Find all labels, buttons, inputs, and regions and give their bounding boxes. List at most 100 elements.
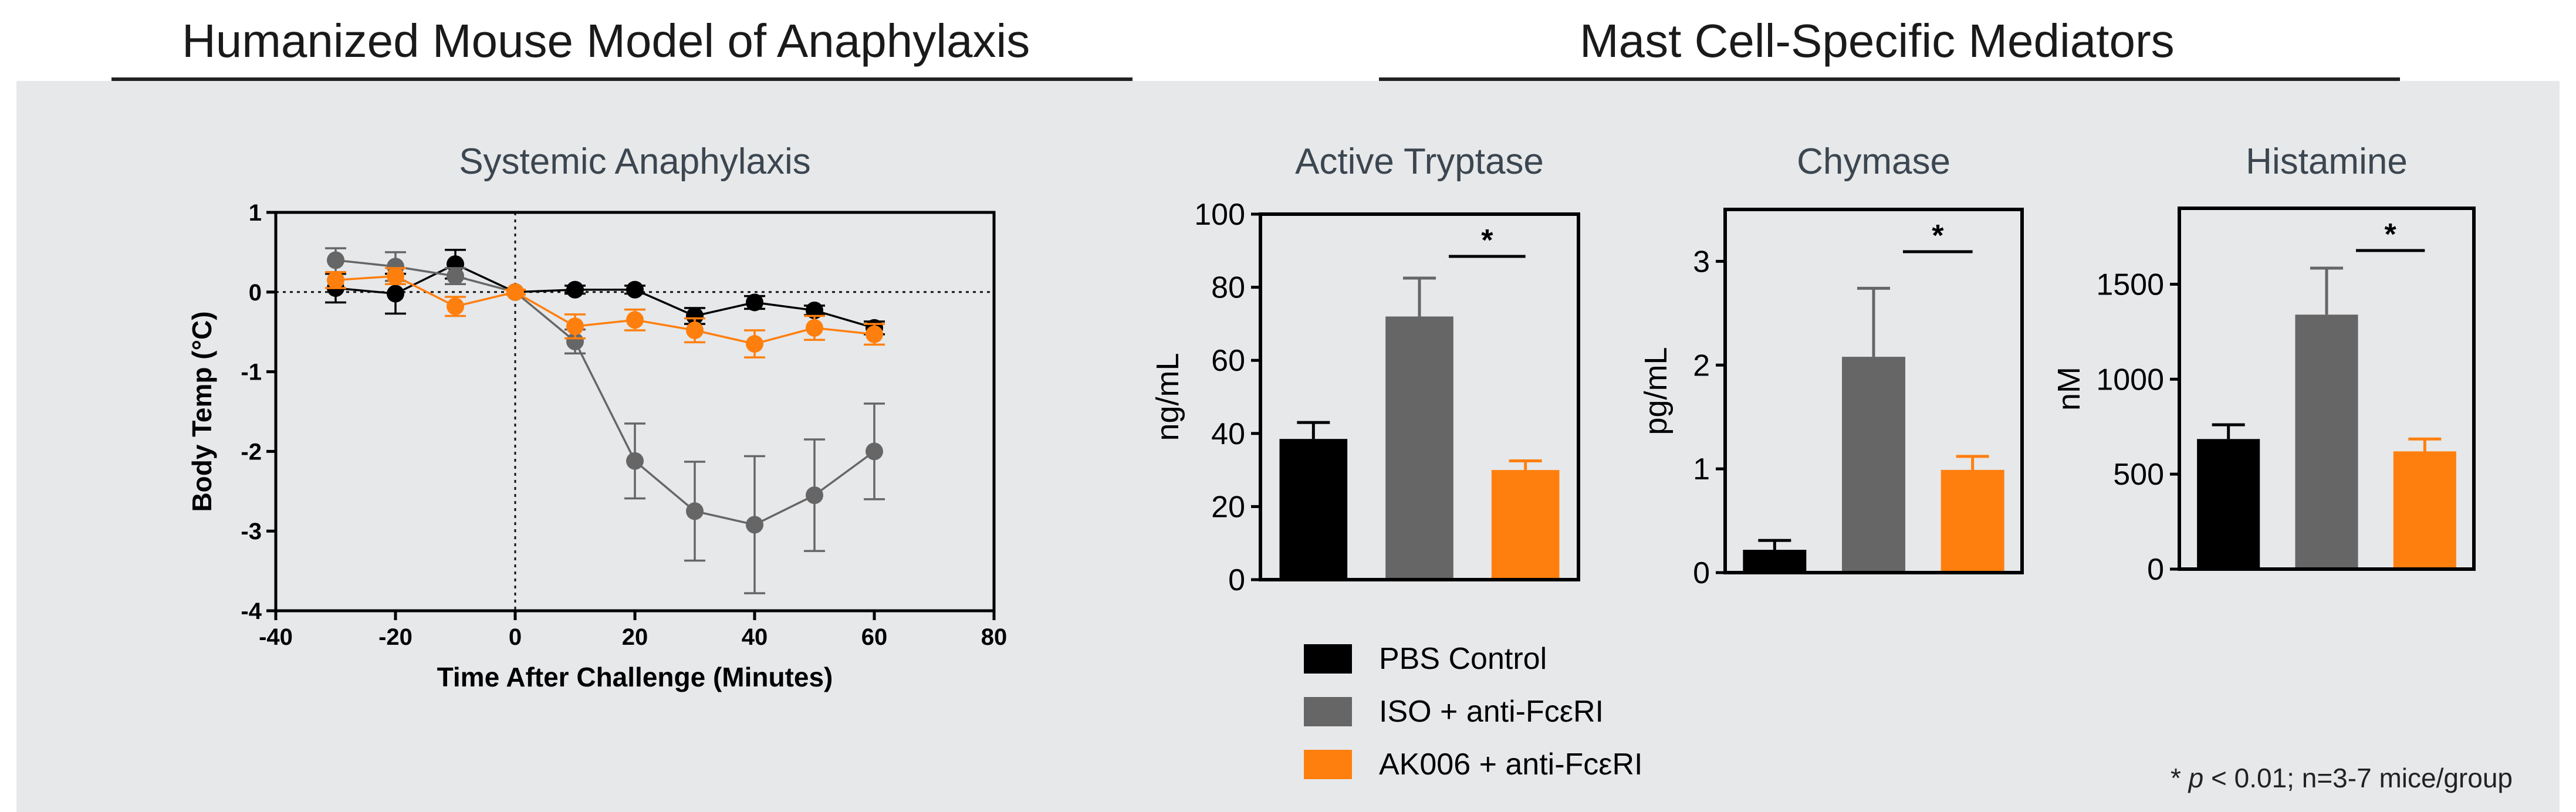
data-point — [447, 297, 464, 316]
y-axis-label: pg/mL — [1638, 347, 1674, 435]
bar-chart-title: Active Tryptase — [1295, 141, 1544, 182]
bar — [2393, 451, 2456, 569]
data-point — [327, 251, 344, 269]
x-tick-label: 40 — [742, 624, 768, 650]
bar-chart-title: Histamine — [2246, 141, 2408, 182]
bar — [1279, 439, 1348, 580]
right-header-rule — [1379, 77, 2400, 82]
bar — [2197, 439, 2260, 569]
x-tick-label: 60 — [861, 624, 888, 650]
y-tick-label: 60 — [1211, 344, 1245, 378]
data-point — [626, 280, 644, 299]
x-tick-label: -40 — [259, 624, 293, 650]
significance-star: * — [1932, 219, 1944, 253]
data-point — [806, 319, 823, 337]
data-point — [387, 285, 404, 303]
right-header: Mast Cell-Specific Mediators — [1580, 15, 2175, 67]
data-point — [686, 321, 704, 339]
bar-plot-frame — [2178, 207, 2476, 571]
bar — [1385, 316, 1453, 580]
data-point — [806, 302, 823, 320]
series-line — [335, 259, 875, 526]
legend-label: AK006 + anti-FcεRI — [1379, 747, 1643, 781]
data-point — [327, 271, 344, 289]
y-tick-label: 1 — [1693, 452, 1710, 486]
bar — [1491, 470, 1560, 580]
data-point — [806, 486, 823, 505]
x-tick-label: 20 — [622, 624, 648, 650]
bar — [2295, 314, 2358, 569]
y-tick-label: 2 — [1693, 349, 1710, 383]
bar-chart-active-tryptase: Active Tryptase * 0 20 40 60 80 100 ng/mL — [1150, 141, 1580, 597]
legend-swatch — [1304, 697, 1352, 726]
data-point — [866, 325, 883, 343]
y-tick-label: 20 — [1211, 490, 1245, 524]
x-tick-label: 80 — [981, 624, 1008, 650]
data-point — [566, 317, 584, 336]
data-point — [686, 502, 704, 520]
y-tick-label: 40 — [1211, 417, 1245, 451]
significance-star: * — [2385, 218, 2397, 252]
data-point — [626, 452, 644, 470]
data-point — [387, 267, 404, 285]
x-axis-label: Time After Challenge (Minutes) — [437, 662, 833, 692]
legend-label: ISO + anti-FcεRI — [1379, 695, 1604, 729]
bar-plot-frame — [1723, 208, 2024, 574]
bar-chart-histamine: Histamine * 0 500 1000 1500 nM — [2051, 141, 2476, 587]
x-tick-label: -20 — [378, 624, 413, 650]
data-point — [746, 293, 763, 312]
y-axis-label: nM — [2051, 367, 2087, 411]
y-tick-label: 100 — [1194, 198, 1245, 232]
series-line — [335, 263, 875, 329]
bar-plot-frame — [1259, 212, 1580, 581]
legend-label: PBS Control — [1379, 642, 1547, 676]
y-tick-label: 1000 — [2096, 363, 2164, 397]
data-point — [746, 335, 763, 353]
data-point — [506, 283, 524, 301]
data-point — [686, 307, 704, 325]
x-tick-label: 0 — [509, 624, 522, 650]
bar-chart-chymase: Chymase * 0 1 2 3 pg/mL — [1638, 141, 2024, 590]
left-header: Humanized Mouse Model of Anaphylaxis — [182, 15, 1030, 67]
footnote-star: * — [2171, 763, 2189, 793]
footnote-p: p — [2188, 763, 2204, 793]
bar — [1842, 357, 1905, 573]
left-header-rule — [111, 77, 1133, 82]
y-tick-label: 0 — [1228, 563, 1245, 597]
footnote: * p < 0.01; n=3-7 mice/group — [2171, 763, 2513, 793]
y-tick-label: 0 — [2147, 553, 2164, 587]
legend-swatch — [1304, 644, 1352, 674]
data-point — [626, 311, 644, 329]
legend-swatch — [1304, 750, 1352, 779]
footnote-rest: < 0.01; n=3-7 mice/group — [2203, 763, 2513, 793]
series-1 — [325, 247, 885, 594]
y-tick-label: 1 — [249, 200, 262, 226]
line-chart-anaphylaxis: Systemic Anaphylaxis 1 0 -1 -2 -3 -4-40 -20 0 20 4… — [187, 141, 1007, 692]
bar — [1743, 550, 1807, 573]
series-line — [335, 275, 875, 345]
line-chart-title: Systemic Anaphylaxis — [459, 141, 811, 182]
significance-star: * — [1481, 224, 1493, 258]
bar-chart-title: Chymase — [1797, 141, 1950, 182]
legend: PBS Control ISO + anti-FcεRI AK006 + anti-… — [1304, 642, 1643, 781]
y-tick-label: 80 — [1211, 271, 1245, 305]
bar — [1941, 469, 2004, 573]
series-2 — [325, 267, 885, 358]
data-point — [746, 516, 763, 534]
data-point — [447, 267, 464, 285]
y-tick-label: -4 — [241, 598, 262, 624]
y-tick-label: 0 — [1693, 556, 1710, 590]
y-axis-label: ng/mL — [1150, 353, 1185, 441]
data-point — [566, 332, 584, 350]
y-axis-label: Body Temp (°C) — [187, 311, 217, 512]
y-tick-label: -1 — [241, 360, 262, 385]
y-tick-label: -3 — [241, 519, 262, 544]
data-point — [866, 442, 883, 461]
plot-frame — [274, 211, 996, 613]
y-tick-label: 0 — [249, 280, 262, 306]
y-tick-label: 1500 — [2096, 268, 2164, 302]
y-tick-label: -2 — [241, 439, 262, 465]
data-point — [566, 280, 584, 299]
y-tick-label: 500 — [2113, 458, 2164, 492]
